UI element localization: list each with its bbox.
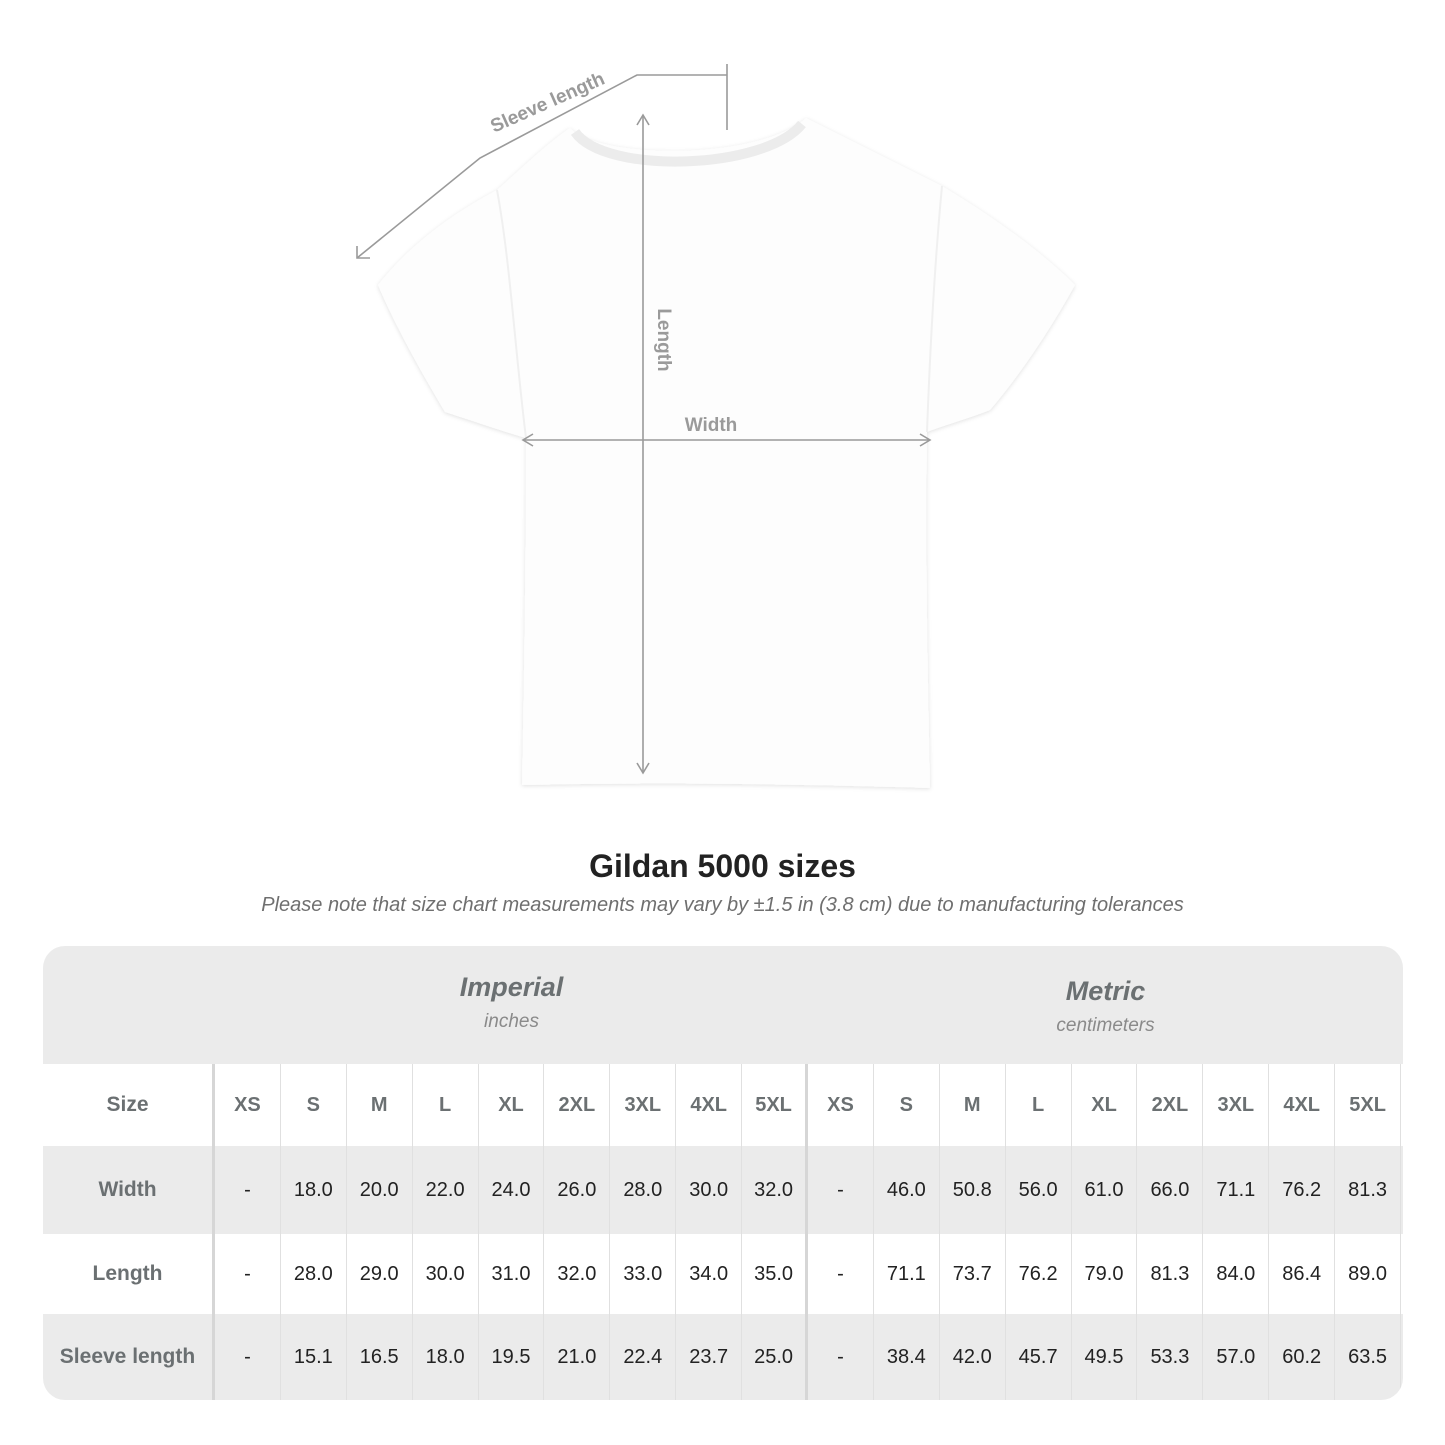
- value-cell-imperial: 19.5: [479, 1314, 545, 1400]
- table-row: Sleeve length -15.1 16.5 18.0 19.5 21.0 22.4 23…: [43, 1314, 1403, 1400]
- sleeve-length-label: Sleeve length: [488, 68, 608, 137]
- page-title: Gildan 5000 sizes: [589, 848, 856, 884]
- value-cell-imperial: 29.0: [347, 1234, 413, 1314]
- value-cell-metric: 73.7: [940, 1234, 1006, 1314]
- size-header-metric: S: [874, 1064, 940, 1146]
- value-cell-imperial: -: [215, 1314, 281, 1400]
- value-cell-metric: 76.2: [1269, 1146, 1336, 1234]
- imperial-header: Imperial inches: [215, 946, 808, 1090]
- value-cell-metric: 76.2: [1006, 1234, 1072, 1314]
- value-cell-imperial: 18.0: [413, 1314, 479, 1400]
- measure-lines: [356, 64, 932, 775]
- size-header-metric: XS: [808, 1064, 874, 1146]
- row-label: Length: [43, 1234, 215, 1314]
- size-header-metric: 5XL: [1335, 1064, 1402, 1146]
- size-header-metric: L: [1006, 1064, 1072, 1146]
- metric-unit: centimeters: [1056, 1015, 1155, 1036]
- row-label: Size: [43, 1064, 215, 1146]
- table-row: Length -28.0 29.0 30.0 31.0 32.0 33.0 34.0 35.0-…: [43, 1234, 1403, 1314]
- value-cell-metric: 86.4: [1269, 1234, 1336, 1314]
- value-cell-imperial: 24.0: [479, 1146, 545, 1234]
- size-header-metric: XL: [1072, 1064, 1138, 1146]
- value-cell-imperial: 30.0: [413, 1234, 479, 1314]
- value-cell-imperial: -: [215, 1234, 281, 1314]
- value-cell-metric: 84.0: [1203, 1234, 1270, 1314]
- value-cell-imperial: 22.0: [413, 1146, 479, 1234]
- size-header-imperial: 3XL: [610, 1064, 677, 1146]
- value-cell-metric: 89.0: [1335, 1234, 1402, 1314]
- size-header-imperial: 4XL: [676, 1064, 743, 1146]
- value-cell-metric: 38.4: [874, 1314, 940, 1400]
- value-cell-metric: 60.2: [1269, 1314, 1336, 1400]
- value-cell-imperial: 21.0: [544, 1314, 611, 1400]
- value-cell-imperial: 32.0: [742, 1146, 809, 1234]
- value-cell-metric: 71.1: [874, 1234, 940, 1314]
- size-header-imperial: M: [347, 1064, 413, 1146]
- value-cell-metric: 71.1: [1203, 1146, 1270, 1234]
- size-header-imperial: XS: [215, 1064, 281, 1146]
- row-label: Sleeve length: [43, 1314, 215, 1400]
- size-header-metric: 3XL: [1203, 1064, 1270, 1146]
- value-cell-imperial: 32.0: [544, 1234, 611, 1314]
- metric-title: Metric: [1065, 976, 1146, 1006]
- value-cell-metric: 46.0: [874, 1146, 940, 1234]
- width-label: Width: [685, 415, 738, 436]
- value-cell-imperial: 15.1: [281, 1314, 347, 1400]
- value-cell-imperial: 28.0: [281, 1234, 347, 1314]
- value-cell-imperial: -: [215, 1146, 281, 1234]
- value-cell-imperial: 31.0: [479, 1234, 545, 1314]
- size-header-metric: 4XL: [1269, 1064, 1336, 1146]
- size-header-imperial: XL: [479, 1064, 545, 1146]
- value-cell-imperial: 25.0: [742, 1314, 809, 1400]
- imperial-unit: inches: [484, 1011, 539, 1032]
- tolerance-note: Please note that size chart measurements…: [261, 894, 1184, 916]
- row-label: Width: [43, 1146, 215, 1234]
- value-cell-imperial: 33.0: [610, 1234, 677, 1314]
- tshirt-diagram: Sleeve length Length Width: [356, 64, 1075, 788]
- value-cell-metric: 53.3: [1137, 1314, 1204, 1400]
- value-cell-imperial: 26.0: [544, 1146, 611, 1234]
- imperial-title: Imperial: [459, 972, 564, 1002]
- value-cell-metric: -: [808, 1146, 874, 1234]
- size-header-imperial: L: [413, 1064, 479, 1146]
- value-cell-metric: 57.0: [1203, 1314, 1270, 1400]
- value-cell-imperial: 30.0: [676, 1146, 743, 1234]
- value-cell-metric: 49.5: [1072, 1314, 1138, 1400]
- table-row: Width -18.0 20.0 22.0 24.0 26.0 28.0 30.0 32.0-4…: [43, 1146, 1403, 1234]
- size-header-row: Size XS S M L XL 2XL 3XL 4XL 5XL XS S M L XL 2XL 3XL 4XL 5…: [43, 1064, 1403, 1146]
- size-header-imperial: 2XL: [544, 1064, 611, 1146]
- value-cell-metric: 56.0: [1006, 1146, 1072, 1234]
- value-cell-metric: 81.3: [1137, 1234, 1204, 1314]
- value-cell-metric: 45.7: [1006, 1314, 1072, 1400]
- value-cell-imperial: 28.0: [610, 1146, 677, 1234]
- size-header-metric: M: [940, 1064, 1006, 1146]
- value-cell-metric: 61.0: [1072, 1146, 1138, 1234]
- value-cell-metric: 42.0: [940, 1314, 1006, 1400]
- value-cell-imperial: 16.5: [347, 1314, 413, 1400]
- value-cell-imperial: 23.7: [676, 1314, 743, 1400]
- value-cell-imperial: 22.4: [610, 1314, 677, 1400]
- value-cell-imperial: 35.0: [742, 1234, 809, 1314]
- value-cell-metric: 66.0: [1137, 1146, 1204, 1234]
- value-cell-metric: 63.5: [1335, 1314, 1402, 1400]
- value-cell-metric: 81.3: [1335, 1146, 1402, 1234]
- length-label: Length: [653, 308, 674, 371]
- tshirt-shape: [378, 118, 1075, 788]
- value-cell-imperial: 18.0: [281, 1146, 347, 1234]
- value-cell-metric: -: [808, 1314, 874, 1400]
- value-cell-metric: -: [808, 1234, 874, 1314]
- size-header-imperial: 5XL: [742, 1064, 809, 1146]
- value-cell-imperial: 34.0: [676, 1234, 743, 1314]
- value-cell-metric: 50.8: [940, 1146, 1006, 1234]
- size-table: Imperial inches Metric centimeters Size X…: [43, 946, 1403, 1400]
- size-header-metric: 2XL: [1137, 1064, 1204, 1146]
- metric-header: Metric centimeters: [808, 946, 1403, 1094]
- value-cell-imperial: 20.0: [347, 1146, 413, 1234]
- size-header-imperial: S: [281, 1064, 347, 1146]
- value-cell-metric: 79.0: [1072, 1234, 1138, 1314]
